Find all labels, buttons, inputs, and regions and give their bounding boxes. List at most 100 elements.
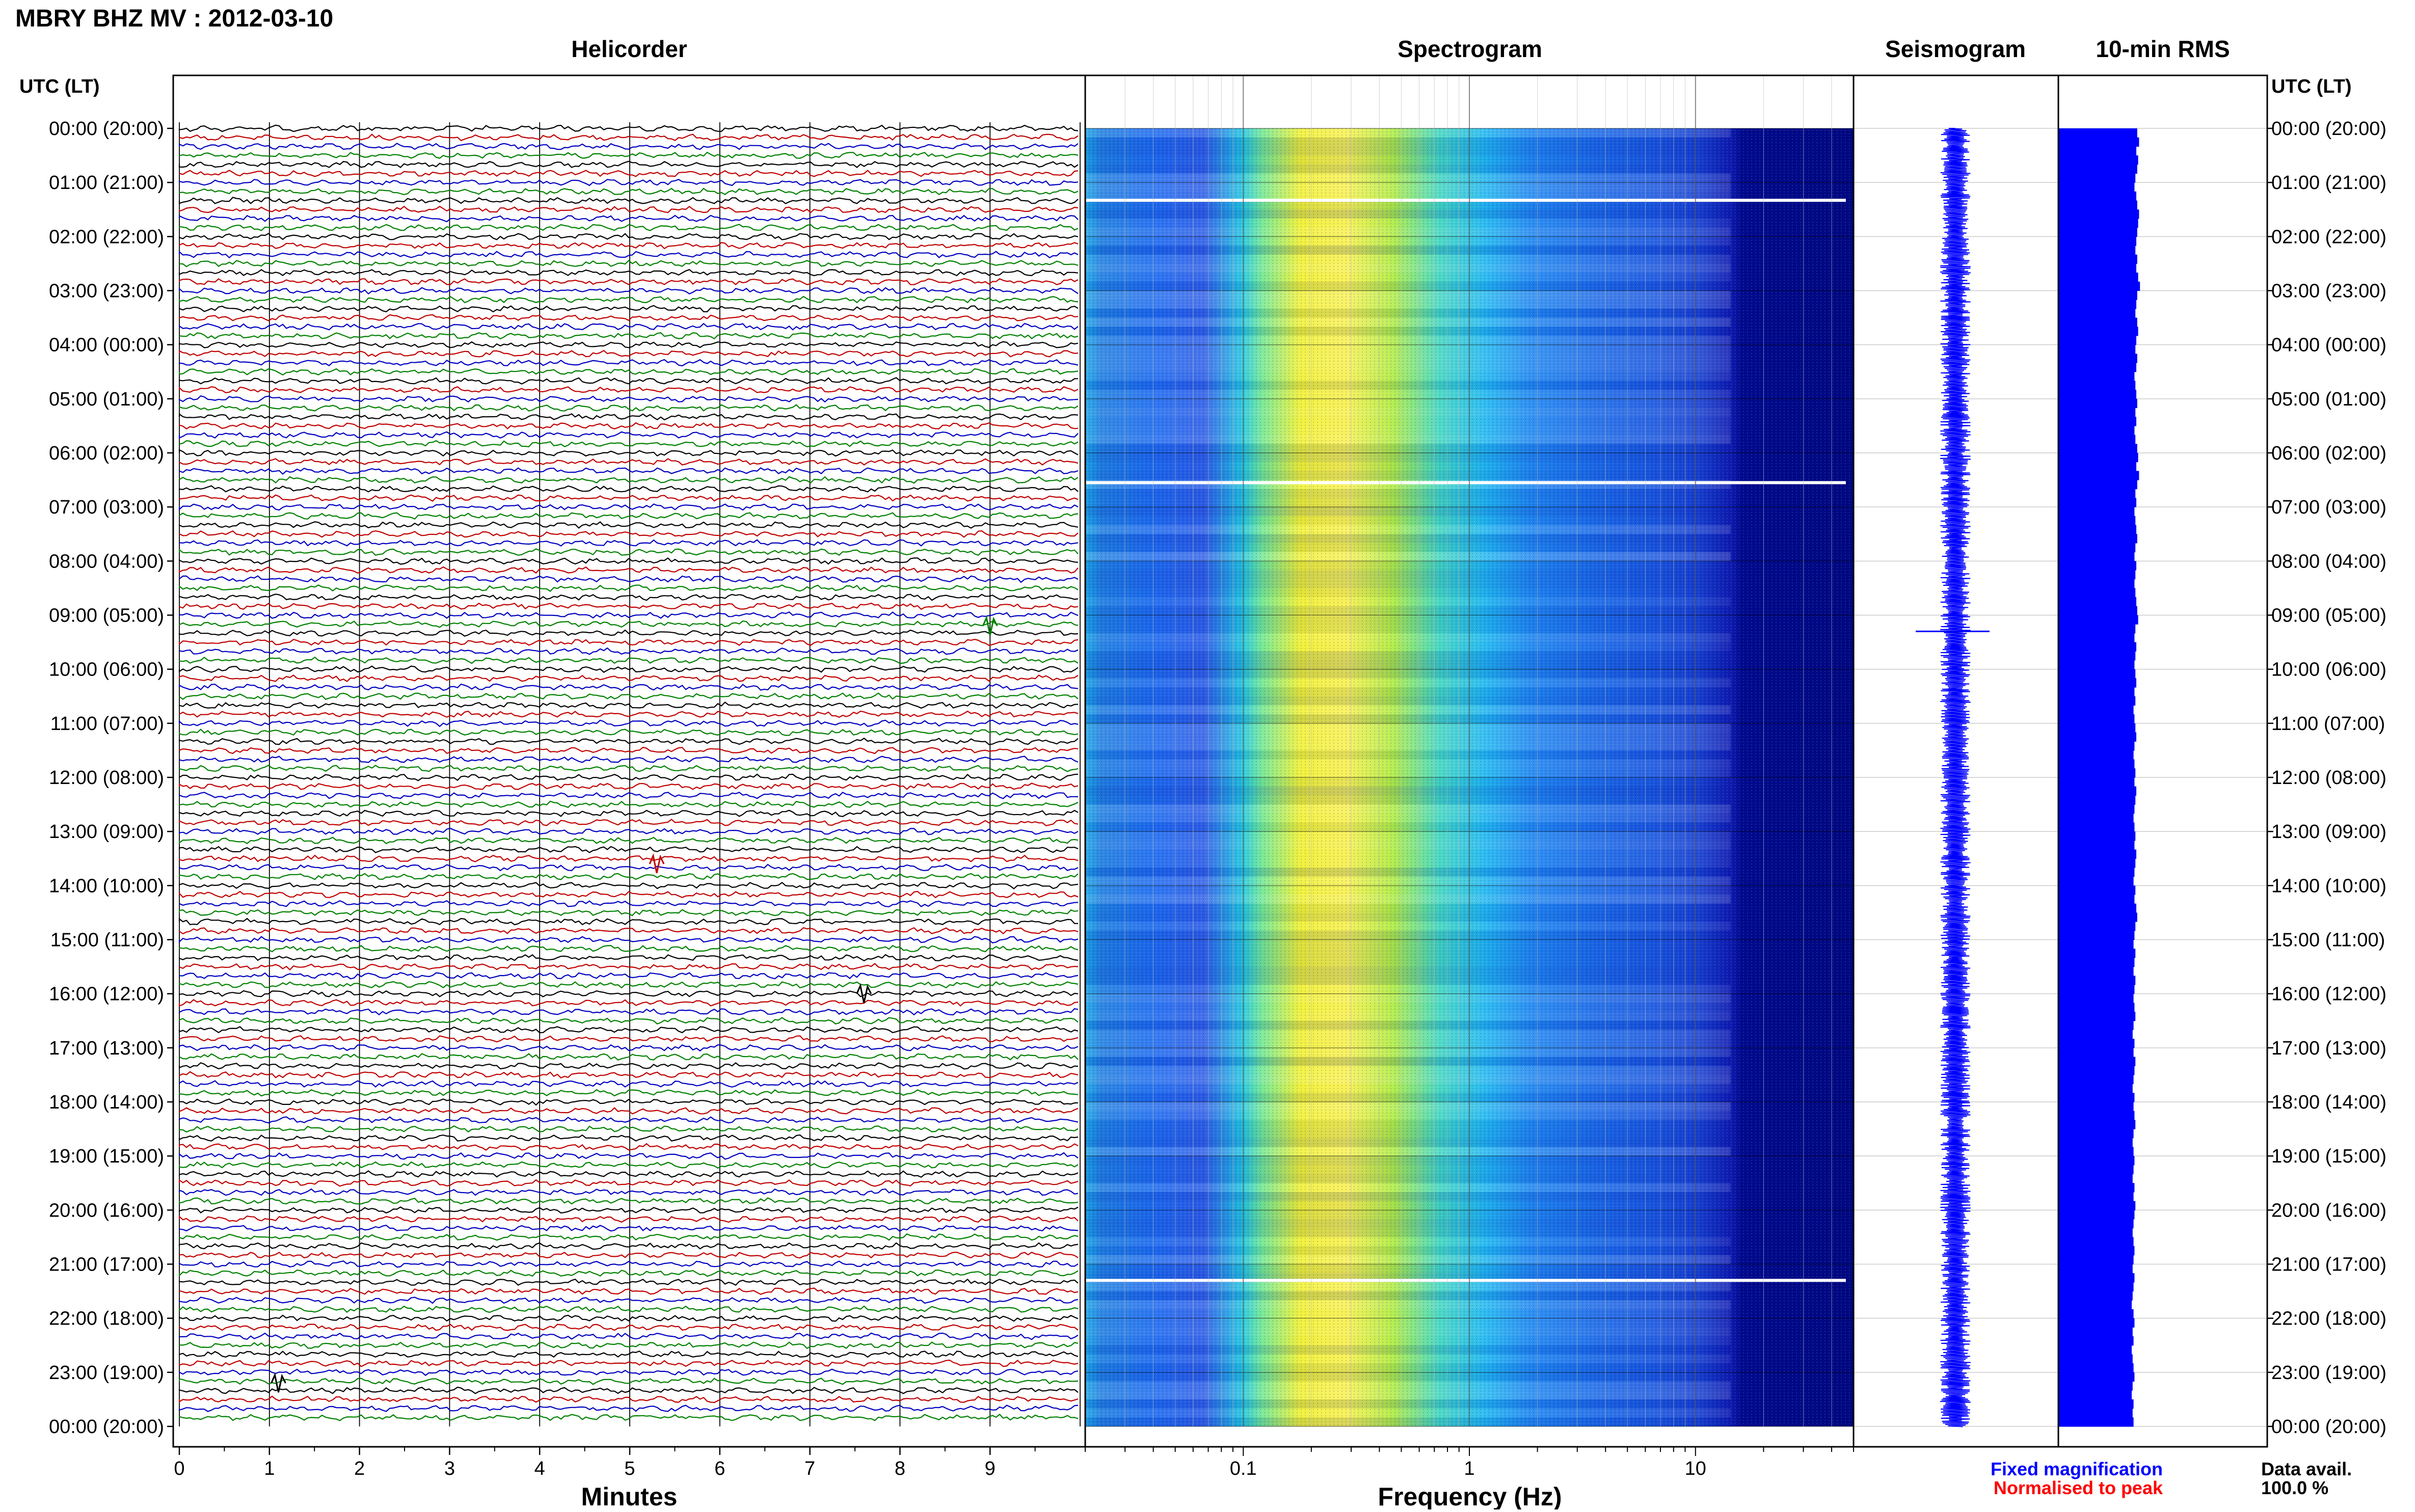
rms-bar <box>2058 1020 2134 1031</box>
rms-bar <box>2058 687 2135 697</box>
helicorder-trace <box>178 800 1079 808</box>
helicorder-trace <box>178 1017 1079 1025</box>
rms-bar <box>2058 750 2134 760</box>
rms-title: 10-min RMS <box>2096 36 2230 62</box>
rms-bar <box>2058 957 2135 967</box>
rms-bar <box>2058 597 2136 607</box>
helicorder-trace <box>178 197 1079 204</box>
rms-bar <box>2058 155 2138 165</box>
helicorder-trace <box>178 1215 1079 1223</box>
rms-bar <box>2058 1138 2133 1148</box>
helicorder-trace <box>178 566 1079 574</box>
time-label-right: 07:00 (03:00) <box>2271 497 2386 518</box>
rms-bar <box>2058 507 2135 517</box>
helicorder-trace <box>178 205 1079 213</box>
rms-bar <box>2058 1012 2136 1021</box>
helicorder-trace <box>178 1035 1079 1043</box>
rms-bar <box>2058 642 2136 652</box>
spectrogram-gap <box>1085 481 1846 484</box>
time-label-right: 05:00 (01:00) <box>2271 389 2386 410</box>
helicorder-trace <box>178 701 1079 709</box>
helicorder-trace <box>178 1405 1079 1412</box>
helicorder-panel <box>178 122 1081 1426</box>
helicorder-trace <box>178 224 1079 232</box>
rms-bar <box>2058 1273 2135 1283</box>
time-label-left: 14:00 (10:00) <box>49 875 164 897</box>
rms-bar <box>2058 209 2139 219</box>
helicorder-trace <box>178 314 1079 321</box>
rms-bar <box>2058 281 2140 291</box>
helicorder-trace <box>178 1188 1079 1196</box>
helicorder-trace <box>178 214 1079 223</box>
time-label-left: 12:00 (08:00) <box>49 767 164 789</box>
helicorder-trace <box>178 674 1079 682</box>
rms-bar <box>2058 903 2136 913</box>
rms-bar <box>2058 263 2136 273</box>
rms-bar <box>2058 1291 2133 1301</box>
time-label-right: 23:00 (19:00) <box>2271 1362 2386 1384</box>
legend-fixed-magnification: Fixed magnification <box>1991 1459 2163 1479</box>
helicorder-trace <box>178 557 1079 565</box>
rms-bar <box>2058 723 2136 733</box>
helicorder-trace <box>178 944 1079 953</box>
spectrogram-x-axis: 0.1 1 10 <box>1085 1447 1854 1479</box>
helicorder-trace <box>178 1233 1079 1241</box>
helicorder-trace <box>178 909 1079 916</box>
helicorder-trace <box>178 1350 1079 1358</box>
rms-bar <box>2058 1129 2134 1139</box>
rms-bar <box>2058 363 2136 372</box>
legend-normalised-to-peak: Normalised to peak <box>1994 1477 2163 1498</box>
helicorder-trace <box>178 1107 1079 1115</box>
helicorder-trace <box>178 151 1079 159</box>
rms-bar <box>2058 1093 2135 1102</box>
helicorder-trace <box>178 341 1079 348</box>
time-label-left: 00:00 (20:00) <box>49 1416 164 1438</box>
helicorder-trace <box>178 295 1079 304</box>
helicorder-x-tick-label: 4 <box>534 1458 545 1479</box>
rms-bar <box>2058 246 2136 255</box>
rms-bar <box>2058 1282 2134 1292</box>
helicorder-trace <box>178 305 1079 313</box>
helicorder-trace <box>178 647 1079 655</box>
time-label-left: 04:00 (00:00) <box>49 335 164 356</box>
rms-bar <box>2058 804 2135 814</box>
helicorder-event <box>649 853 665 874</box>
helicorder-trace <box>178 1044 1079 1052</box>
rms-bar <box>2058 795 2136 805</box>
rms-bar <box>2058 1309 2134 1319</box>
helicorder-trace <box>178 954 1079 962</box>
time-label-right: 20:00 (16:00) <box>2271 1200 2386 1221</box>
right-axis-label: UTC (LT) <box>2271 76 2352 97</box>
helicorder-trace <box>178 854 1079 862</box>
rms-bar <box>2058 588 2136 598</box>
rms-bar <box>2058 1345 2132 1355</box>
data-avail-label: Data avail. <box>2261 1459 2352 1479</box>
left-axis-label: UTC (LT) <box>19 76 100 97</box>
panel-frame <box>172 74 1086 1448</box>
rms-bar <box>2058 1074 2134 1085</box>
helicorder-x-tick-label: 3 <box>444 1458 455 1479</box>
time-label-right: 03:00 (23:00) <box>2271 281 2386 302</box>
rms-bar <box>2058 273 2138 282</box>
helicorder-trace <box>178 404 1079 412</box>
helicorder-trace <box>178 1305 1079 1313</box>
helicorder-trace <box>178 936 1079 943</box>
helicorder-trace <box>178 1260 1079 1268</box>
helicorder-trace <box>178 584 1079 592</box>
spectrogram-x-tick-label: 10 <box>1685 1458 1706 1479</box>
time-label-left: 23:00 (19:00) <box>49 1362 164 1384</box>
rms-bar <box>2058 822 2135 832</box>
rms-bar <box>2058 1183 2135 1193</box>
helicorder-trace <box>178 431 1079 439</box>
helicorder-trace <box>178 233 1079 240</box>
helicorder-trace <box>178 1251 1079 1259</box>
rms-bar <box>2058 200 2137 210</box>
helicorder-trace <box>178 1368 1079 1376</box>
helicorder-trace <box>178 1026 1079 1034</box>
rms-bar <box>2058 840 2135 850</box>
rms-bar <box>2058 1372 2135 1382</box>
helicorder-trace <box>178 1161 1079 1169</box>
rms-bar <box>2058 1120 2136 1129</box>
rms-bar <box>2058 1039 2135 1048</box>
helicorder-trace <box>178 629 1079 637</box>
